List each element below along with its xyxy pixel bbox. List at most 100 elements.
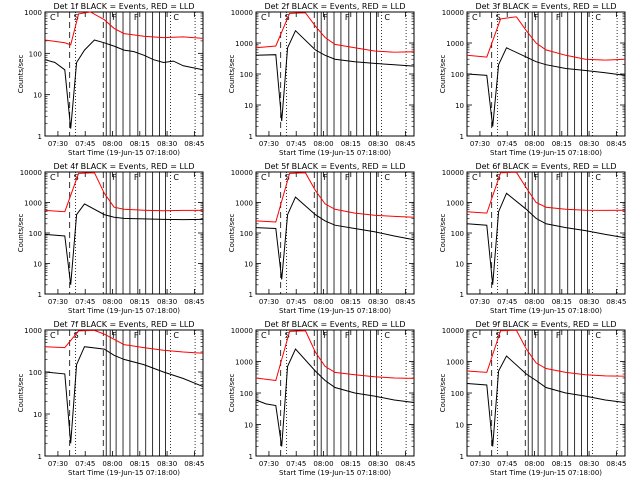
flag-label: C	[595, 173, 601, 182]
x-tick-label: 08:30	[157, 298, 177, 306]
flag-label: C	[50, 331, 56, 340]
x-tick-label: 08:00	[524, 460, 544, 468]
x-tick-label: 08:15	[341, 460, 361, 468]
flag-label: F	[112, 13, 117, 22]
series-line-events	[45, 40, 203, 129]
flag-label: S	[285, 173, 290, 182]
x-tick-label: 07:30	[259, 298, 279, 306]
y-tick-label: 1	[249, 133, 253, 141]
plot-frame	[255, 171, 415, 295]
x-tick-label: 08:45	[184, 460, 204, 468]
x-tick-label: 08:15	[552, 298, 572, 306]
flag-label: C	[261, 331, 267, 340]
x-axis-label: Start Time (19-Jun-15 07:18:00)	[490, 149, 602, 157]
y-tick-label: 1	[249, 453, 253, 461]
x-tick-label: 07:45	[497, 298, 517, 306]
y-tick-label: 1000	[235, 40, 253, 48]
y-axis-label: Counts/sec	[228, 214, 236, 253]
chart-panel-5: Det 5f BLACK = Events, RED = LLD C S F F C 1 10…	[228, 162, 415, 315]
flag-label: F	[345, 331, 350, 340]
plot-frame	[255, 329, 415, 457]
x-tick-label: 07:30	[470, 298, 490, 306]
y-tick-label: 100	[451, 390, 464, 398]
y-tick-label: 10	[33, 261, 42, 269]
panel-title: Det 8f BLACK = Events, RED = LLD	[264, 320, 405, 329]
x-tick-label: 07:45	[497, 460, 517, 468]
flag-label: C	[173, 331, 179, 340]
y-tick-label: 10	[244, 422, 253, 430]
y-tick-label: 100	[240, 230, 253, 238]
x-tick-label: 07:30	[48, 140, 68, 148]
y-tick-label: 1	[460, 133, 464, 141]
flag-label: F	[134, 331, 139, 340]
x-tick-label: 07:30	[259, 140, 279, 148]
flag-label: F	[556, 331, 561, 340]
x-tick-label: 07:30	[470, 460, 490, 468]
y-tick-label: 1000	[235, 200, 253, 208]
flag-label: F	[556, 173, 561, 182]
x-tick-label: 08:45	[395, 460, 415, 468]
x-tick-label: 08:00	[102, 140, 122, 148]
x-tick-label: 08:30	[157, 140, 177, 148]
series-line-events	[467, 193, 625, 284]
flag-label: C	[384, 13, 390, 22]
y-tick-label: 10000	[231, 9, 253, 17]
x-tick-label: 07:45	[286, 298, 306, 306]
x-tick-label: 08:15	[552, 140, 572, 148]
x-tick-label: 08:30	[157, 460, 177, 468]
flag-label: C	[384, 331, 390, 340]
x-axis-label: Start Time (19-Jun-15 07:18:00)	[490, 307, 602, 315]
x-tick-label: 08:00	[524, 298, 544, 306]
flag-label: C	[472, 13, 478, 22]
y-axis-label: Counts/sec	[17, 214, 25, 253]
plot-frame	[44, 329, 204, 457]
series-line-events	[256, 197, 414, 279]
panel-title: Det 5f BLACK = Events, RED = LLD	[264, 162, 405, 171]
plot-frame	[466, 329, 626, 457]
y-tick-label: 10000	[442, 9, 464, 17]
series-line-lld	[467, 17, 625, 60]
flag-label: S	[285, 13, 290, 22]
y-tick-label: 10	[244, 102, 253, 110]
x-tick-label: 08:15	[341, 298, 361, 306]
flag-label: C	[261, 13, 267, 22]
y-tick-label: 1000	[24, 9, 42, 17]
x-tick-label: 08:30	[368, 298, 388, 306]
x-tick-label: 07:45	[75, 460, 95, 468]
flag-label: F	[134, 13, 139, 22]
series-line-lld	[256, 13, 414, 53]
flag-label: S	[74, 13, 79, 22]
y-tick-label: 1	[460, 291, 464, 299]
x-tick-label: 07:45	[75, 140, 95, 148]
flag-label: C	[595, 331, 601, 340]
flag-label: C	[384, 173, 390, 182]
flag-label: C	[173, 13, 179, 22]
y-tick-label: 1000	[446, 359, 464, 367]
flag-label: C	[173, 173, 179, 182]
x-tick-label: 07:45	[497, 140, 517, 148]
y-tick-label: 10000	[442, 327, 464, 335]
flag-label: F	[323, 13, 328, 22]
panel-title: Det 4f BLACK = Events, RED = LLD	[53, 162, 194, 171]
y-tick-label: 1000	[446, 40, 464, 48]
y-tick-label: 10	[455, 422, 464, 430]
flag-label: S	[74, 331, 79, 340]
panel-title: Det 2f BLACK = Events, RED = LLD	[264, 2, 405, 11]
series-line-events	[467, 48, 625, 127]
flag-label: S	[496, 13, 501, 22]
y-tick-label: 1000	[24, 200, 42, 208]
x-axis-label: Start Time (19-Jun-15 07:18:00)	[279, 149, 391, 157]
x-tick-label: 08:30	[368, 140, 388, 148]
y-tick-label: 10000	[20, 169, 42, 177]
x-tick-label: 07:45	[286, 140, 306, 148]
y-tick-label: 100	[29, 369, 42, 377]
x-tick-label: 08:00	[524, 140, 544, 148]
panel-title: Det 3f BLACK = Events, RED = LLD	[475, 2, 616, 11]
panel-title: Det 6f BLACK = Events, RED = LLD	[475, 162, 616, 171]
x-tick-label: 08:00	[102, 298, 122, 306]
y-tick-label: 100	[29, 50, 42, 58]
chart-panel-6: Det 6f BLACK = Events, RED = LLD C S F F C 1 10…	[439, 162, 626, 315]
y-tick-label: 100	[451, 230, 464, 238]
y-tick-label: 10000	[231, 169, 253, 177]
y-tick-label: 1	[38, 453, 42, 461]
